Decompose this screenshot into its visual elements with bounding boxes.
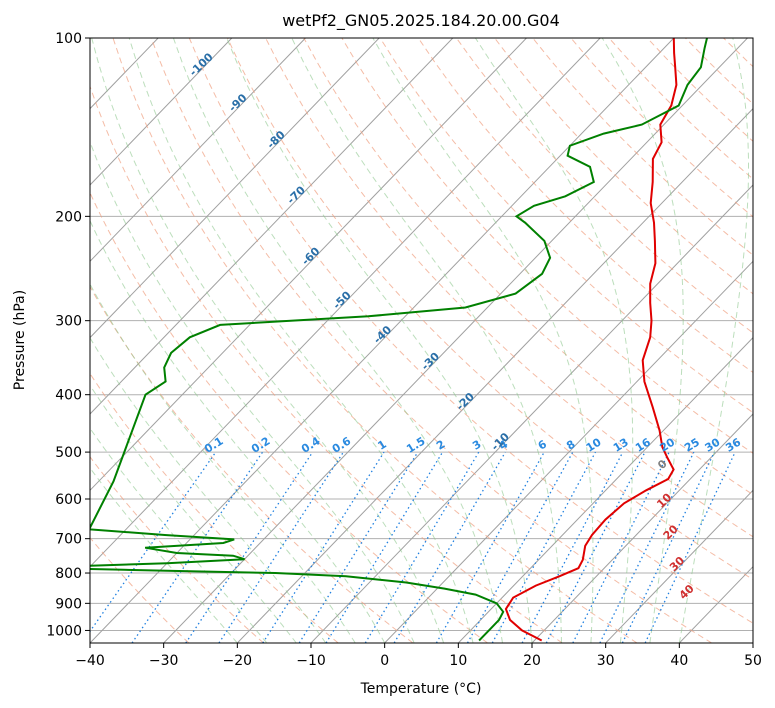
isotherm-line: [90, 38, 380, 339]
x-tick-label: −20: [223, 653, 253, 669]
dry-adiabat: [90, 285, 414, 643]
dry-adiabat: [112, 38, 638, 643]
isotherm-line: [236, 107, 753, 643]
y-axis-label: Pressure (hPa): [12, 290, 28, 390]
mixing-ratio-line: [262, 451, 385, 643]
x-tick-label: −10: [296, 653, 326, 669]
dry-adiabat: [90, 191, 488, 643]
moist-adiabat: [172, 38, 503, 643]
moist-adiabat: [90, 140, 415, 643]
y-tick-label: 700: [55, 532, 82, 548]
mixing-ratio-line: [298, 451, 419, 643]
isotherm-line: [90, 38, 454, 415]
mixing-ratio-line: [644, 451, 736, 643]
dry-adiabat: [90, 455, 264, 643]
dry-adiabat: [494, 38, 753, 295]
temperature-profile-line: [504, 38, 678, 642]
y-tick-label: 400: [55, 388, 82, 404]
mixing-ratio-line: [364, 451, 480, 643]
dewpoint-profile-line: [90, 38, 708, 642]
dry-adiabat: [188, 38, 753, 624]
moist-adiabat: [128, 38, 474, 643]
isotherm-line: [384, 260, 753, 643]
x-tick-label: 20: [523, 653, 541, 669]
moist-adiabat: [678, 38, 749, 643]
moist-adiabat: [90, 219, 386, 643]
moist-adiabat: [372, 38, 594, 643]
y-tick-label: 800: [55, 566, 82, 582]
y-tick-label: 300: [55, 314, 82, 330]
x-axis-label: Temperature (°C): [360, 681, 482, 697]
y-tick-label: 100: [55, 31, 82, 47]
y-tick-label: 600: [55, 492, 82, 508]
x-tick-label: 40: [670, 653, 688, 669]
y-tick-label: 200: [55, 209, 82, 225]
isotherm-line: [90, 38, 306, 263]
mixing-ratio-line: [393, 451, 506, 643]
plot-area: [90, 38, 753, 643]
y-tick-label: 500: [55, 445, 82, 461]
mixing-ratio-line: [435, 451, 545, 643]
x-tick-label: 10: [449, 653, 467, 669]
moist-adiabat: [601, 38, 684, 643]
moist-adiabat: [90, 384, 297, 643]
isotherm-line: [90, 38, 527, 492]
mixing-ratio-line: [466, 451, 574, 643]
y-tick-label: 1000: [46, 623, 82, 639]
x-tick-label: 0: [380, 653, 389, 669]
axes: −40 −30 −20 −10 0 10 20 30 40 50 100 200 300 400 500 60…: [46, 31, 762, 669]
mixing-ratio-line: [491, 451, 597, 643]
isotherm-line: [90, 38, 601, 568]
mixing-ratio-line: [325, 451, 444, 643]
chart-title: wetPf2_GN05.2025.184.20.00.G04: [282, 11, 560, 31]
mixing-ratio-line: [621, 451, 715, 643]
x-tick-label: −40: [75, 653, 105, 669]
plot-frame: [89, 37, 754, 644]
moist-adiabat: [90, 336, 327, 643]
moist-adiabat: [91, 38, 445, 643]
moist-adiabat: [226, 38, 533, 643]
isotherm-line: [90, 38, 675, 643]
y-tick-label: 900: [55, 596, 82, 612]
moist-adiabat: [291, 38, 562, 643]
moist-adiabat: [90, 427, 268, 643]
dry-adiabat: [455, 38, 753, 334]
dry-adiabat: [90, 85, 563, 643]
mixing-ratio-line: [218, 451, 344, 643]
isotherm-line: [605, 489, 753, 643]
isotherm-line: [90, 38, 233, 186]
x-tick-label: 30: [597, 653, 615, 669]
mixing-ratio-line: [90, 451, 217, 633]
x-tick-label: −30: [149, 653, 179, 669]
isotherm-line: [163, 38, 748, 643]
x-tick-label: 50: [744, 653, 762, 669]
moist-adiabat: [474, 38, 634, 643]
moist-adiabat: [90, 283, 356, 643]
moist-adiabat: [90, 467, 238, 643]
